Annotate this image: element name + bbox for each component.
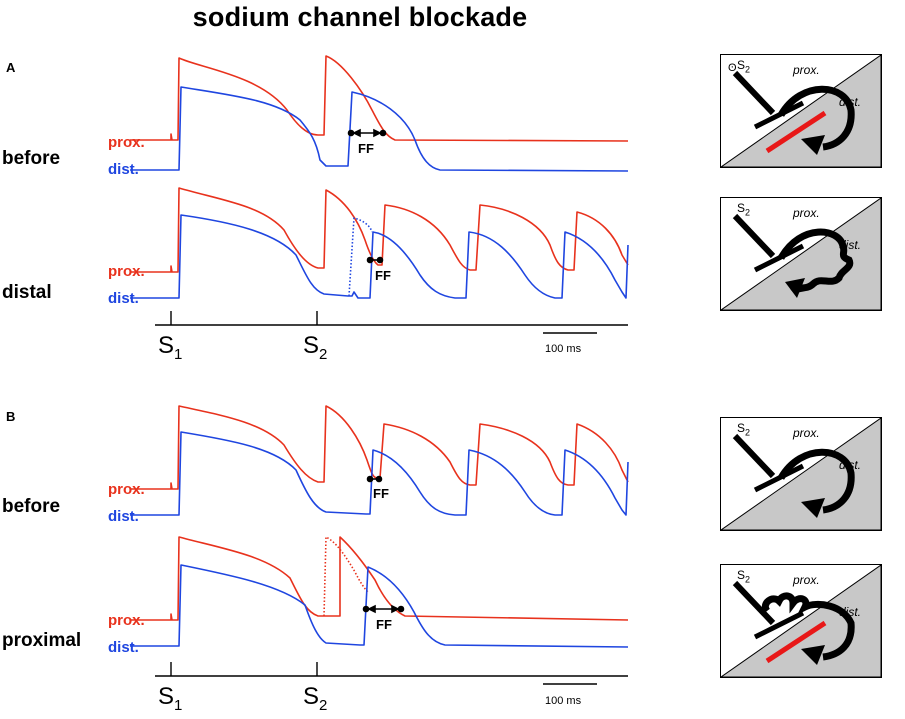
ff-label-b1: FF <box>373 486 389 501</box>
trace-a2-dotted <box>348 217 373 297</box>
figure-title: sodium channel blockade <box>192 2 528 32</box>
prox-label-b2: prox. <box>108 612 145 629</box>
svg-text:ʘ: ʘ <box>728 62 737 74</box>
s1-label-a: S1 <box>158 332 183 363</box>
inset-dist-label: dist. <box>839 458 862 472</box>
s2-label-b: S2 <box>303 683 328 714</box>
inset-dist-label: dist. <box>839 95 862 109</box>
prox-label-a2: prox. <box>108 263 145 280</box>
inset-dist-label: dist. <box>839 238 862 252</box>
trace-b2-prox-dotted <box>323 536 369 617</box>
condition-label-b-before: before <box>2 496 61 517</box>
trace-b1-prox <box>130 405 629 490</box>
scalebar-label-b: 100 ms <box>545 695 582 707</box>
scalebar-label-a: 100 ms <box>545 343 582 355</box>
trace-a2-dist <box>130 214 629 299</box>
inset-dist-label: dist. <box>839 605 862 619</box>
inset-prox-label: prox. <box>793 573 820 587</box>
panel-letter-b: B <box>6 409 16 424</box>
ff-label-a2: FF <box>375 268 391 283</box>
dist-label-b1: dist. <box>108 508 139 525</box>
ff-label-b2: FF <box>376 617 392 632</box>
trace-b2-prox <box>130 536 629 621</box>
dist-label-b2: dist. <box>108 639 139 656</box>
inset-a-distal: S2 prox. dist. <box>720 197 882 311</box>
inset-prox-label: prox. <box>793 206 820 220</box>
inset-s2-label: S2 <box>737 421 751 438</box>
s2-label-a: S2 <box>303 332 328 363</box>
dist-label-a2: dist. <box>108 290 139 307</box>
trace-b1-dist <box>130 431 629 516</box>
condition-label-a-before: before <box>2 148 61 169</box>
trace-a1-prox <box>130 55 629 142</box>
prox-label-a1: prox. <box>108 134 145 151</box>
inset-a-before: ʘ S2 prox. dist. <box>720 54 882 168</box>
panel-letter-a: A <box>6 60 16 75</box>
inset-s2-label: S2 <box>737 201 751 218</box>
trace-a2-prox <box>130 187 629 273</box>
trace-b2-dist <box>130 564 629 648</box>
prox-label-b1: prox. <box>108 481 145 498</box>
inset-b-before: S2 prox. dist. <box>720 417 882 531</box>
s1-label-b: S1 <box>158 683 183 714</box>
inset-s2-label: S2 <box>737 568 751 585</box>
condition-label-a-distal: distal <box>2 282 52 303</box>
condition-label-b-proximal: proximal <box>2 630 82 651</box>
inset-prox-label: prox. <box>793 426 820 440</box>
ff-label-a1: FF <box>358 141 374 156</box>
inset-b-proximal: S2 prox. dist. <box>720 564 882 678</box>
trace-a1-dist <box>130 86 629 172</box>
inset-prox-label: prox. <box>793 63 820 77</box>
dist-label-a1: dist. <box>108 161 139 178</box>
inset-s2-label: S2 <box>737 58 751 75</box>
